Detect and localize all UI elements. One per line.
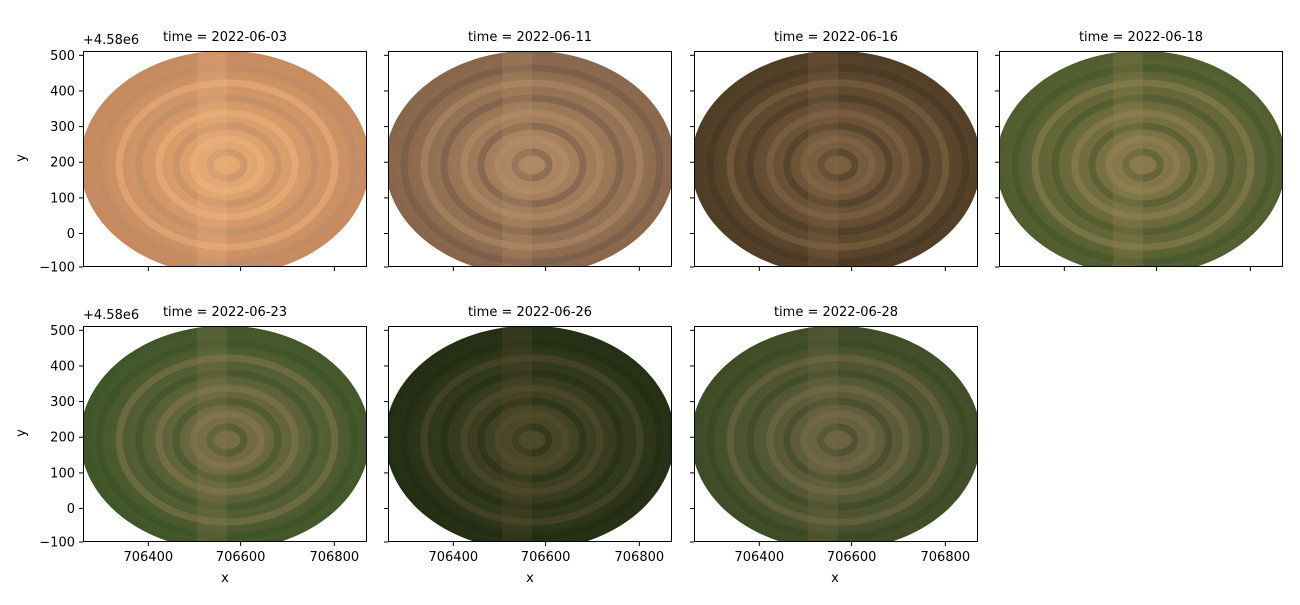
panel-7: time = 2022-06-28 706400 706600 706800: [690, 305, 978, 565]
panel-title: time = 2022-06-03: [163, 30, 287, 45]
y-tick-label: 300: [50, 395, 75, 410]
field-image: [388, 326, 672, 542]
field-image: [83, 326, 367, 542]
x-tick-label: 706800: [615, 550, 665, 565]
x-tick-label: 706400: [123, 550, 173, 565]
panel-6: time = 2022-06-26 706400 706600 706800: [384, 305, 672, 565]
axes-frame: [694, 326, 978, 542]
axes-frame: [999, 51, 1283, 267]
x-tick-label: 706400: [734, 550, 784, 565]
y-tick-label: 400: [50, 84, 75, 99]
axes-frame: [388, 51, 672, 267]
x-tick-label: 706600: [521, 550, 571, 565]
x-tick-label: 706400: [428, 550, 478, 565]
field-image: [83, 51, 367, 267]
axes-frame: [83, 326, 367, 542]
panel-title: time = 2022-06-11: [468, 30, 592, 45]
field-image: [999, 51, 1283, 267]
y-tick-label: 200: [50, 156, 75, 171]
y-tick-label: 400: [50, 359, 75, 374]
x-tick-label: 706800: [921, 550, 971, 565]
y-tick-label: 0: [67, 502, 75, 517]
field-image: [694, 51, 978, 267]
y-tick-label: −100: [39, 536, 75, 551]
y-tick-label: −100: [39, 261, 75, 276]
axes-frame: [83, 51, 367, 267]
panel-title: time = 2022-06-16: [774, 30, 898, 45]
panel-title: time = 2022-06-18: [1079, 30, 1203, 45]
x-axis-label-2: x: [526, 571, 534, 586]
panel-title: time = 2022-06-23: [163, 305, 287, 320]
field-image: [388, 51, 672, 267]
axes-frame: [388, 326, 672, 542]
y-tick-label: 300: [50, 120, 75, 135]
panel-title: time = 2022-06-26: [468, 305, 592, 320]
y-axis-label-row1: y: [14, 154, 29, 162]
x-axis-label-3: x: [831, 571, 839, 586]
panel-4: time = 2022-06-18: [995, 30, 1283, 271]
y-offset-label-row2: +4.58e6: [83, 308, 139, 323]
field-image: [694, 326, 978, 542]
y-tick-label: 100: [50, 466, 75, 481]
y-axis-label-row2: y: [14, 429, 29, 437]
x-tick-label: 706600: [216, 550, 266, 565]
y-tick-label: 500: [50, 49, 75, 64]
panel-2: time = 2022-06-11: [384, 30, 672, 271]
x-tick-label: 706800: [310, 550, 360, 565]
y-tick-label: 0: [67, 227, 75, 242]
panel-1: time = 2022-06-03 500 400 300 200 100 0 −100: [39, 30, 367, 276]
y-tick-label: 500: [50, 324, 75, 339]
axes-frame: [694, 51, 978, 267]
panel-3: time = 2022-06-16: [690, 30, 978, 271]
x-axis-label-1: x: [221, 571, 229, 586]
y-offset-label-row1: +4.58e6: [83, 33, 139, 48]
y-tick-label: 100: [50, 191, 75, 206]
panel-title: time = 2022-06-28: [774, 305, 898, 320]
x-tick-label: 706600: [827, 550, 877, 565]
panel-5: time = 2022-06-23 500 400 300 200 100 0 −100 706…: [39, 305, 367, 565]
y-tick-label: 200: [50, 431, 75, 446]
